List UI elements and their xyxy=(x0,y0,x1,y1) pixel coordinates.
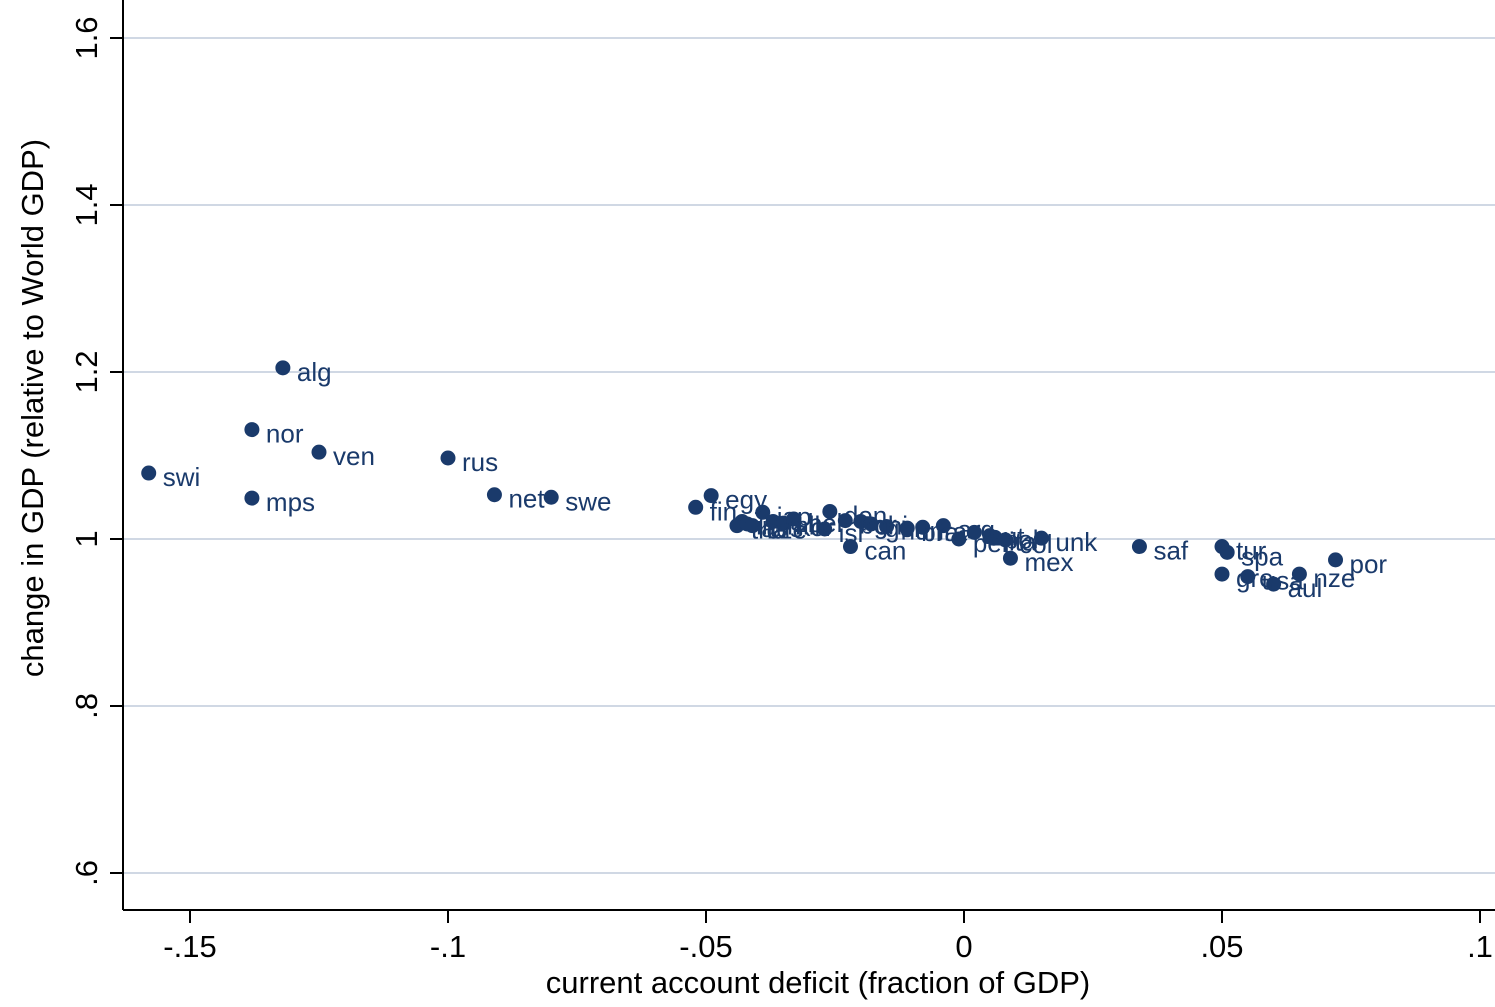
point-label-fin: fin xyxy=(710,496,737,526)
data-point-bra xyxy=(899,520,915,536)
point-label-egy: egy xyxy=(725,485,767,515)
data-point-fin xyxy=(688,499,704,515)
y-tick-label: 1.2 xyxy=(69,350,104,393)
data-point-gre xyxy=(1214,566,1230,582)
point-label-tha: tha xyxy=(751,515,788,545)
point-label-jap: jap xyxy=(776,501,812,531)
point-label-aus: aus xyxy=(761,513,803,543)
data-point-rus xyxy=(440,450,456,466)
point-label-swe: swe xyxy=(565,486,611,516)
data-point-bgr xyxy=(837,513,853,529)
point-label-aul: aul xyxy=(1288,573,1323,603)
data-point-ger xyxy=(863,516,879,532)
point-label-hun: hun xyxy=(901,515,944,545)
data-point-mps xyxy=(244,490,260,506)
point-label-cze: cze xyxy=(766,515,806,545)
point-label-nze: nze xyxy=(1313,563,1355,593)
x-tick-label: .1 xyxy=(1467,929,1493,964)
point-label-arg: arg xyxy=(957,515,995,545)
data-point-ven xyxy=(311,444,327,460)
data-point-aul xyxy=(1266,576,1282,592)
data-point-mex xyxy=(1002,550,1018,566)
point-label-isr: isr xyxy=(839,518,867,548)
data-point-arg xyxy=(935,518,951,534)
point-label-ita: ita xyxy=(1009,526,1037,556)
x-tick-label: -.05 xyxy=(679,929,732,964)
point-label-alg: alg xyxy=(297,357,332,387)
point-label-mps: mps xyxy=(266,487,315,517)
data-point-isr xyxy=(817,521,833,537)
point-label-nor: nor xyxy=(266,419,304,449)
data-point-can xyxy=(842,539,858,555)
data-point-por xyxy=(1328,552,1344,568)
point-label-mex: mex xyxy=(1024,547,1073,577)
data-point-net xyxy=(486,487,502,503)
data-point-swi xyxy=(141,465,157,481)
point-label-net: net xyxy=(508,484,545,514)
data-point-per xyxy=(951,531,967,547)
data-point-bel xyxy=(786,511,802,527)
point-label-aut: aut xyxy=(988,521,1025,551)
x-tick-label: 0 xyxy=(955,929,972,964)
point-label-bra: bra xyxy=(921,517,959,547)
point-label-spa: spa xyxy=(1241,541,1283,571)
data-point-egy xyxy=(703,488,719,504)
grid-lines xyxy=(123,37,1495,874)
data-point-cze xyxy=(744,518,760,534)
y-tick-label: 1.4 xyxy=(69,183,104,226)
x-tick-label: -.1 xyxy=(430,929,466,964)
point-label-bel: bel xyxy=(808,508,843,538)
point-label-tur: tur xyxy=(1236,536,1267,566)
point-label-irl: irl xyxy=(756,510,776,540)
data-point-hun xyxy=(879,518,895,534)
data-points xyxy=(141,360,1344,592)
data-point-swe xyxy=(543,489,559,505)
y-tick-label: .6 xyxy=(69,860,104,886)
point-label-usa: usa xyxy=(1262,566,1304,596)
point-label-swi: swi xyxy=(163,462,201,492)
y-tick-label: 1.6 xyxy=(69,16,104,59)
point-label-col: col xyxy=(1019,529,1052,559)
point-label-mlk: mlk xyxy=(787,510,828,540)
x-axis-title: current account deficit (fraction of GDP… xyxy=(546,965,1090,1000)
point-label-fra: fra xyxy=(937,516,968,546)
data-point-unk xyxy=(1033,530,1049,546)
y-axis-ticks: .6 .8 1 1.2 1.4 1.6 xyxy=(69,16,123,886)
point-label-por: por xyxy=(1350,549,1388,579)
point-label-chi: chi xyxy=(875,510,908,540)
data-point-den xyxy=(822,503,838,519)
data-point-saf xyxy=(1131,539,1147,555)
point-label-rus: rus xyxy=(462,447,498,477)
y-tick-label: .8 xyxy=(69,693,104,719)
x-tick-label: .05 xyxy=(1200,929,1243,964)
data-point-col xyxy=(997,532,1013,548)
data-point-fra xyxy=(915,519,931,535)
point-label-bgr: bgr xyxy=(859,510,897,540)
point-label-saf: saf xyxy=(1153,536,1188,566)
point-label-pol: pol xyxy=(1004,525,1039,555)
data-point-nor xyxy=(244,422,260,438)
point-label-ger: ger xyxy=(885,513,923,543)
data-point-alg xyxy=(275,360,291,376)
y-axis-title: change in GDP (relative to World GDP) xyxy=(15,139,50,677)
point-label-can: can xyxy=(864,536,906,566)
data-point-usa xyxy=(1240,569,1256,585)
point-label-ven: ven xyxy=(333,441,375,471)
y-tick-label: 1 xyxy=(69,530,104,547)
x-axis-ticks: -.15 -.1 -.05 0 .05 .1 xyxy=(163,910,1493,964)
point-label-per: per xyxy=(973,528,1011,558)
point-label-unk: unk xyxy=(1055,527,1098,557)
data-point-aut xyxy=(966,524,982,540)
point-label-den: den xyxy=(844,500,887,530)
data-point-spa xyxy=(1219,544,1235,560)
x-tick-label: -.15 xyxy=(163,929,216,964)
data-point-jap xyxy=(755,504,771,520)
point-label-kor: kor xyxy=(797,512,833,542)
data-point-nze xyxy=(1291,566,1307,582)
point-label-gre: gre xyxy=(1236,563,1274,593)
